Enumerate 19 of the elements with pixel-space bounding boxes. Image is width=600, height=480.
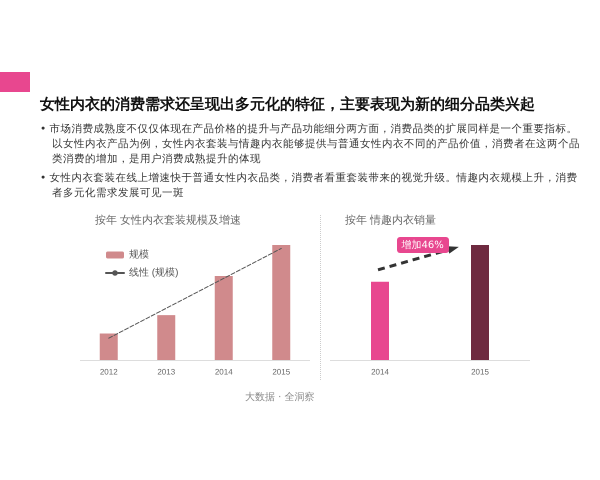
x-tick-label: 2015 xyxy=(272,368,291,376)
chart-title: 按年 情趣内衣销量 xyxy=(345,214,436,226)
x-tick-label: 2015 xyxy=(471,368,490,376)
x-tick-label: 2013 xyxy=(157,368,176,376)
x-tick-label: 2014 xyxy=(214,368,234,376)
bar xyxy=(157,315,176,360)
text: • 市场消费成熟度不仅仅体现在产品价格的提升与产品功能细分两方面，消费品类的扩展同样是一个重要指标。以女性内衣产品为例，女性内衣套装与情趣内衣能够提供与普通女性内衣不同的产品价值，消费者在这两个品类消费的增加，是用户消费成熟提升的体现 xyxy=(40,122,581,167)
text: 女性内衣的消费需求还呈现出多元化的特征，主要表现为新的细分品类兴起 xyxy=(40,95,536,114)
annotation: 增加46% xyxy=(396,236,449,253)
bar xyxy=(214,276,233,360)
legend-label: 规模 xyxy=(129,248,149,260)
legend-label: 线性 (规模) xyxy=(129,266,178,278)
chart-title: 按年 女性内衣套装规模及增速 xyxy=(95,214,242,226)
bar xyxy=(272,245,290,360)
text: 大数据 · 全洞察 xyxy=(245,390,315,404)
bar xyxy=(100,334,118,360)
x-tick-label: 2012 xyxy=(100,368,118,376)
text: • 女性内衣套装在线上增速快于普通女性内衣品类，消费者看重套装带来的视觉升级。情趣内衣规模上升，消费者多元化需求发展可见一斑 xyxy=(40,171,579,201)
x-tick-label: 2014 xyxy=(371,368,390,376)
